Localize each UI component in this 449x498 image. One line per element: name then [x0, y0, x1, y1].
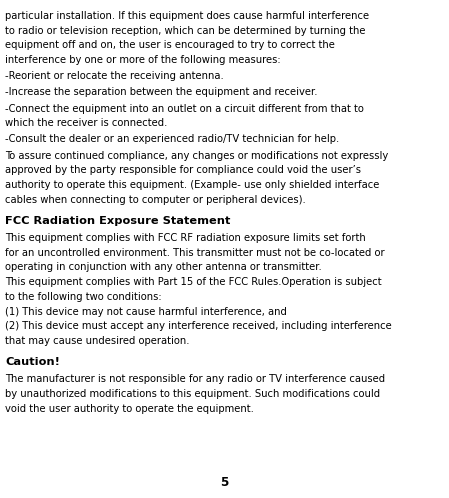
- Text: for an uncontrolled environment. This transmitter must not be co-located or: for an uncontrolled environment. This tr…: [5, 248, 385, 258]
- Text: The manufacturer is not responsible for any radio or TV interference caused: The manufacturer is not responsible for …: [5, 374, 386, 384]
- Text: This equipment complies with Part 15 of the FCC Rules.Operation is subject: This equipment complies with Part 15 of …: [5, 277, 382, 287]
- Text: equipment off and on, the user is encouraged to try to correct the: equipment off and on, the user is encour…: [5, 40, 335, 50]
- Text: To assure continued compliance, any changes or modifications not expressly: To assure continued compliance, any chan…: [5, 150, 389, 161]
- Text: to radio or television reception, which can be determined by turning the: to radio or television reception, which …: [5, 25, 366, 36]
- Text: void the user authority to operate the equipment.: void the user authority to operate the e…: [5, 403, 254, 414]
- Text: by unauthorized modifications to this equipment. Such modifications could: by unauthorized modifications to this eq…: [5, 389, 380, 399]
- Text: operating in conjunction with any other antenna or transmitter.: operating in conjunction with any other …: [5, 262, 322, 272]
- Text: -Increase the separation between the equipment and receiver.: -Increase the separation between the equ…: [5, 87, 318, 98]
- Text: FCC Radiation Exposure Statement: FCC Radiation Exposure Statement: [5, 216, 231, 226]
- Text: to the following two conditions:: to the following two conditions:: [5, 292, 162, 302]
- Text: that may cause undesired operation.: that may cause undesired operation.: [5, 336, 190, 346]
- Text: 5: 5: [220, 476, 229, 489]
- Text: (2) This device must accept any interference received, including interference: (2) This device must accept any interfer…: [5, 321, 392, 331]
- Text: interference by one or more of the following measures:: interference by one or more of the follo…: [5, 55, 281, 65]
- Text: -Consult the dealer or an experienced radio/TV technician for help.: -Consult the dealer or an experienced ra…: [5, 134, 339, 144]
- Text: -Reorient or relocate the receiving antenna.: -Reorient or relocate the receiving ante…: [5, 71, 224, 81]
- Text: Caution!: Caution!: [5, 357, 60, 367]
- Text: approved by the party responsible for compliance could void the user’s: approved by the party responsible for co…: [5, 165, 361, 175]
- Text: This equipment complies with FCC RF radiation exposure limits set forth: This equipment complies with FCC RF radi…: [5, 233, 366, 243]
- Text: which the receiver is connected.: which the receiver is connected.: [5, 118, 168, 128]
- Text: particular installation. If this equipment does cause harmful interference: particular installation. If this equipme…: [5, 11, 370, 21]
- Text: authority to operate this equipment. (Example- use only shielded interface: authority to operate this equipment. (Ex…: [5, 180, 380, 190]
- Text: -Connect the equipment into an outlet on a circuit different from that to: -Connect the equipment into an outlet on…: [5, 104, 364, 114]
- Text: (1) This device may not cause harmful interference, and: (1) This device may not cause harmful in…: [5, 306, 287, 317]
- Text: cables when connecting to computer or peripheral devices).: cables when connecting to computer or pe…: [5, 195, 306, 205]
